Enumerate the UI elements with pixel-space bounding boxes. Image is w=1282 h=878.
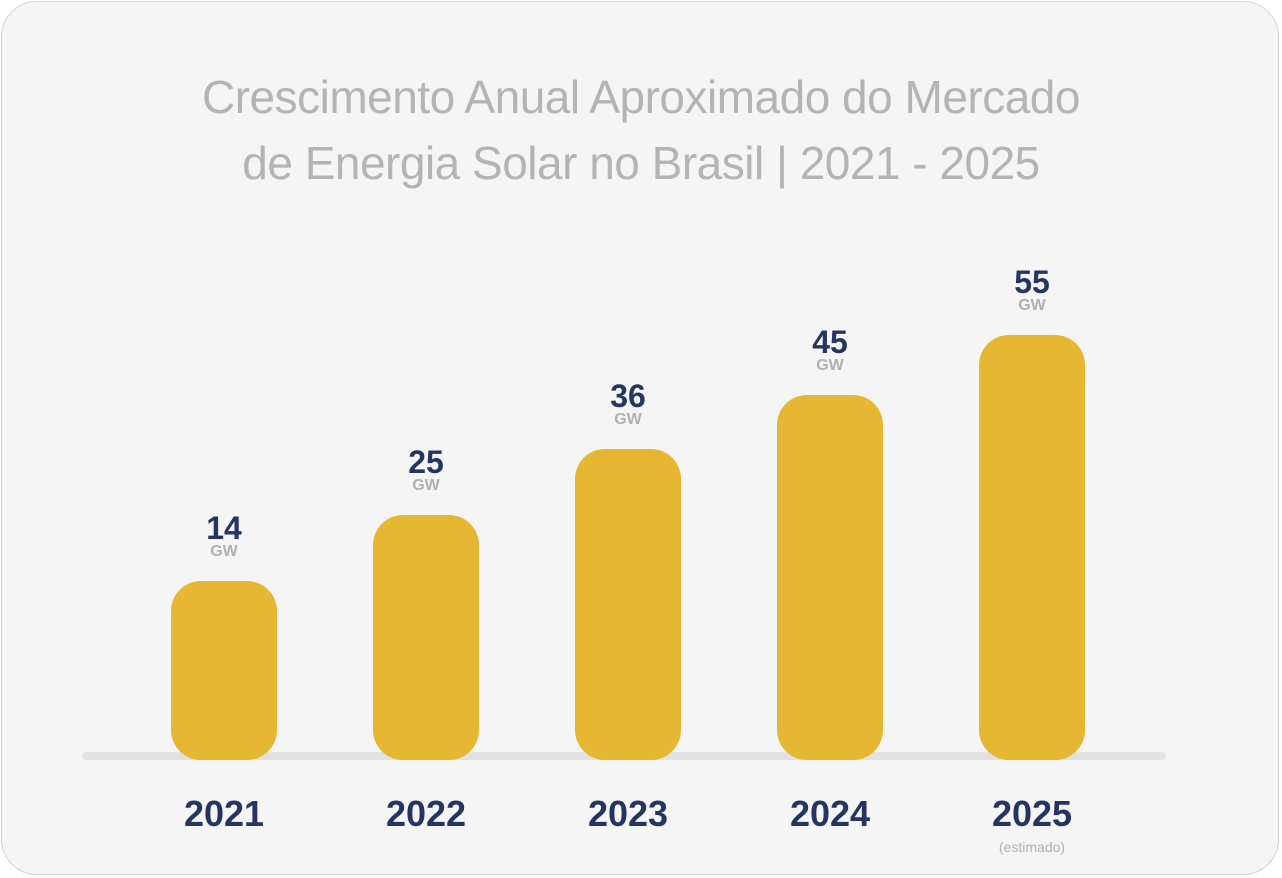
unit-label-2022: GW <box>412 477 440 494</box>
value-label-2022: 25 <box>408 444 444 480</box>
bar-2024 <box>777 395 883 760</box>
bar-2021 <box>171 581 277 760</box>
bar-2025 <box>979 335 1085 760</box>
x-tick-note-2025: (estimado) <box>998 839 1066 855</box>
chart-title-line-2: de Energia Solar no Brasil | 2021 - 2025 <box>242 137 1040 189</box>
x-tick-label-2024: 2024 <box>789 793 871 834</box>
x-tick-label-2022: 2022 <box>385 793 467 834</box>
chart-title-line-1: Crescimento Anual Aproximado do Mercado <box>202 71 1080 123</box>
bar-2023 <box>575 449 681 760</box>
value-label-2025: 55 <box>1014 264 1050 300</box>
value-label-2021: 14 <box>206 510 242 546</box>
unit-label-2023: GW <box>614 411 642 428</box>
value-label-2024: 45 <box>812 324 848 360</box>
unit-label-2024: GW <box>816 357 844 374</box>
bar-2022 <box>373 515 479 760</box>
chart-title: Crescimento Anual Aproximado do Mercado … <box>0 64 1282 196</box>
value-label-2023: 36 <box>610 378 646 414</box>
x-tick-label-2021: 2021 <box>183 793 265 834</box>
x-tick-label-2025: 2025 <box>991 793 1073 834</box>
unit-label-2021: GW <box>210 543 238 560</box>
unit-label-2025: GW <box>1018 297 1046 314</box>
x-tick-label-2023: 2023 <box>587 793 669 834</box>
